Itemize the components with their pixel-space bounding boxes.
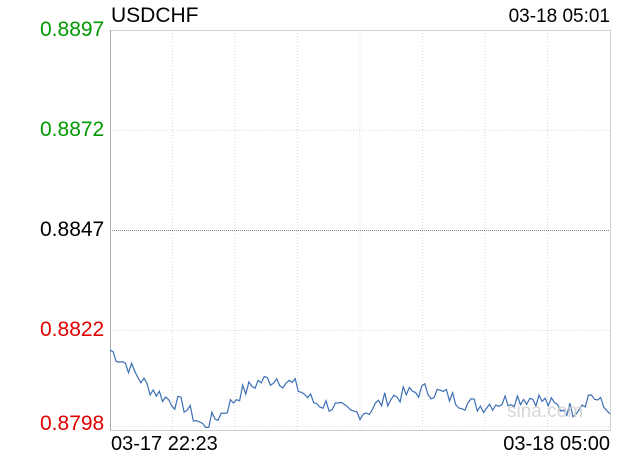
x-tick-label-start: 03-17 22:23 — [111, 433, 218, 455]
symbol-title: USDCHF — [111, 4, 199, 27]
y-tick-label: 0.8872 — [40, 118, 105, 141]
series-line-usdchf — [109, 349, 611, 429]
watermark: sina.com — [507, 401, 584, 422]
y-tick-label: 0.8822 — [40, 318, 105, 341]
y-tick-label: 0.8798 — [40, 412, 105, 435]
y-tick-label: 0.8897 — [40, 18, 105, 41]
y-tick-label: 0.8847 — [40, 218, 105, 241]
x-tick-label-end: 03-18 05:00 — [503, 433, 610, 455]
update-timestamp: 03-18 05:01 — [508, 6, 610, 27]
